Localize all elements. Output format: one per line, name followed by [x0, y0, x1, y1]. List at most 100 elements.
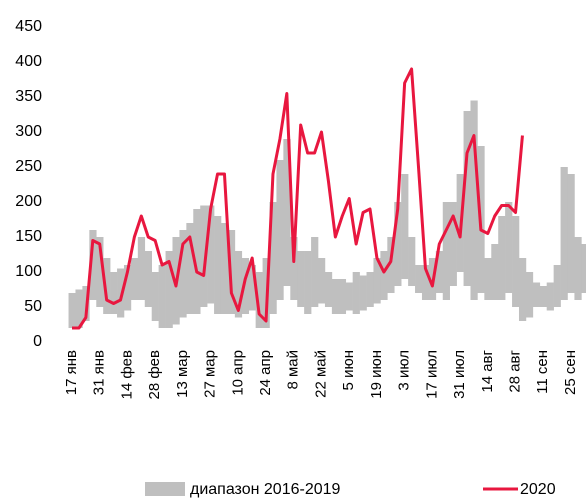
range-bar	[137, 237, 146, 300]
range-bar	[297, 251, 305, 307]
x-tick-label: 31 июл	[451, 350, 468, 399]
x-tick-label: 28 фев	[146, 350, 163, 400]
range-bar	[318, 258, 326, 304]
range-bar	[304, 251, 312, 314]
range-bar	[581, 244, 586, 293]
y-tick-label: 400	[15, 53, 42, 70]
range-bar	[415, 265, 423, 293]
range-bar	[491, 244, 499, 300]
x-tick-label: 22 май	[312, 350, 329, 398]
range-bar	[123, 265, 132, 311]
range-bar	[449, 202, 457, 286]
range-bar	[366, 272, 374, 307]
range-bar	[463, 111, 471, 286]
range-bar	[324, 272, 333, 307]
y-tick-label: 350	[15, 88, 42, 105]
range-bar	[130, 258, 139, 300]
range-bar	[186, 223, 194, 314]
range-bar	[283, 139, 291, 286]
range-bar	[505, 202, 513, 293]
range-bar	[525, 272, 534, 318]
x-tick-label: 31 янв	[91, 350, 108, 395]
range-bar	[255, 272, 263, 328]
x-tick-label: 25 сен	[562, 350, 579, 395]
legend-label: диапазон 2016-2019	[190, 481, 341, 498]
range-bar	[331, 279, 340, 314]
range-bar	[539, 286, 548, 307]
range-bar	[117, 268, 125, 318]
range-bar	[553, 265, 561, 307]
range-bar	[470, 100, 478, 300]
range-bar	[442, 202, 450, 300]
range-bar	[408, 237, 416, 286]
legend-swatch	[145, 482, 185, 496]
x-tick-label: 14 авг	[479, 349, 496, 392]
range-bar	[110, 272, 118, 314]
x-tick-label: 24 апр	[257, 350, 274, 396]
range-bar	[546, 282, 554, 311]
x-tick-label: 8 май	[285, 350, 302, 390]
range-bar	[269, 202, 277, 314]
range-bar	[241, 258, 250, 314]
range-bar	[567, 174, 575, 293]
range-bar	[484, 258, 492, 300]
range-bar	[574, 237, 582, 300]
x-tick-label: 3 июл	[396, 350, 413, 391]
range-bar	[96, 237, 104, 307]
range-bar	[498, 216, 506, 300]
range-bar	[276, 160, 284, 300]
y-tick-label: 300	[15, 123, 42, 140]
range-bar	[560, 167, 568, 300]
y-tick-label: 200	[15, 193, 42, 210]
range-bar	[421, 265, 430, 300]
x-tick-label: 11 сен	[534, 350, 551, 394]
x-tick-label: 28 авг	[506, 349, 523, 392]
range-bar	[359, 275, 367, 311]
range-bar	[394, 202, 402, 286]
x-tick-label: 14 фев	[118, 350, 135, 400]
range-bar	[75, 289, 83, 328]
range-bar	[68, 293, 76, 328]
y-tick-label: 100	[15, 263, 42, 280]
range-bar	[532, 282, 541, 307]
x-tick-label: 13 мар	[174, 350, 191, 398]
x-tick-label: 5 июн	[340, 350, 357, 390]
y-tick-label: 0	[33, 333, 42, 350]
y-tick-label: 150	[15, 228, 42, 245]
range-bar	[207, 205, 215, 304]
range-bar	[518, 258, 527, 321]
range-bar	[290, 237, 298, 300]
range-bar	[179, 230, 187, 318]
range-bar	[387, 237, 395, 293]
range-bar	[248, 265, 256, 311]
range-bar	[401, 174, 409, 279]
x-tick-label: 17 июл	[423, 350, 440, 399]
range-bar	[345, 282, 353, 311]
line-2020	[72, 67, 524, 330]
range-bar	[311, 237, 319, 307]
legend-label: 2020	[520, 481, 556, 498]
y-tick-label: 50	[24, 298, 42, 315]
x-tick-label: 10 апр	[229, 350, 246, 396]
range-bar	[220, 223, 229, 314]
range-bar	[352, 272, 360, 314]
range-bar	[373, 258, 381, 304]
range-bar	[214, 216, 222, 314]
x-tick-label: 19 июн	[368, 350, 385, 399]
range-bar	[380, 251, 388, 300]
range-bar	[103, 258, 111, 314]
range-bar	[234, 251, 243, 318]
range-bar	[165, 251, 173, 328]
range-bar	[200, 205, 208, 307]
range-bar	[193, 209, 201, 314]
y-tick-label: 250	[15, 158, 42, 175]
range-bar	[512, 216, 520, 307]
range-bar	[144, 251, 152, 307]
x-tick-label: 27 мар	[202, 350, 219, 398]
range-bar	[89, 230, 97, 300]
range-bar	[435, 251, 444, 293]
y-tick-label: 450	[15, 18, 42, 35]
range-bar	[151, 272, 159, 321]
range-bar	[338, 279, 347, 314]
